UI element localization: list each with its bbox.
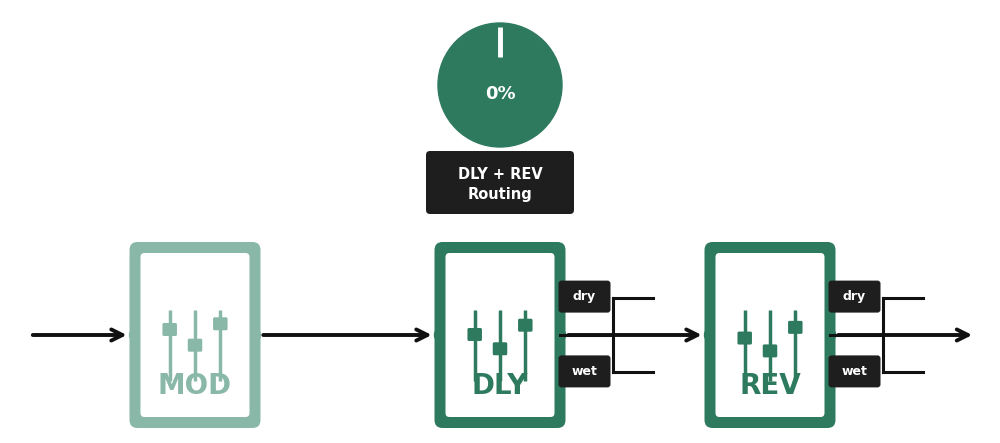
FancyBboxPatch shape [737, 331, 752, 345]
Text: wet: wet [572, 365, 597, 378]
Circle shape [550, 327, 566, 343]
FancyBboxPatch shape [162, 323, 177, 336]
FancyBboxPatch shape [828, 355, 881, 387]
FancyBboxPatch shape [828, 280, 881, 313]
FancyBboxPatch shape [493, 342, 507, 355]
Circle shape [244, 327, 260, 343]
FancyBboxPatch shape [558, 280, 610, 313]
FancyBboxPatch shape [558, 355, 610, 387]
Text: Routing: Routing [468, 187, 532, 202]
FancyBboxPatch shape [716, 253, 824, 417]
FancyBboxPatch shape [213, 317, 228, 330]
Text: dry: dry [843, 290, 866, 303]
Circle shape [434, 327, 450, 343]
FancyBboxPatch shape [140, 253, 250, 417]
Circle shape [438, 23, 562, 147]
FancyBboxPatch shape [467, 328, 482, 341]
FancyBboxPatch shape [426, 151, 574, 214]
Circle shape [704, 327, 720, 343]
FancyBboxPatch shape [788, 321, 803, 334]
Text: DLY: DLY [472, 372, 528, 400]
FancyBboxPatch shape [518, 319, 533, 332]
Text: REV: REV [739, 372, 801, 400]
Text: DLY + REV: DLY + REV [458, 167, 542, 182]
Text: dry: dry [573, 290, 596, 303]
Circle shape [130, 327, 146, 343]
Text: 0%: 0% [485, 85, 515, 103]
Circle shape [820, 327, 836, 343]
FancyBboxPatch shape [130, 242, 260, 428]
FancyBboxPatch shape [704, 242, 836, 428]
FancyBboxPatch shape [763, 344, 777, 358]
FancyBboxPatch shape [446, 253, 554, 417]
FancyBboxPatch shape [434, 242, 566, 428]
FancyBboxPatch shape [188, 339, 202, 352]
Text: wet: wet [842, 365, 867, 378]
Text: MOD: MOD [158, 372, 232, 400]
